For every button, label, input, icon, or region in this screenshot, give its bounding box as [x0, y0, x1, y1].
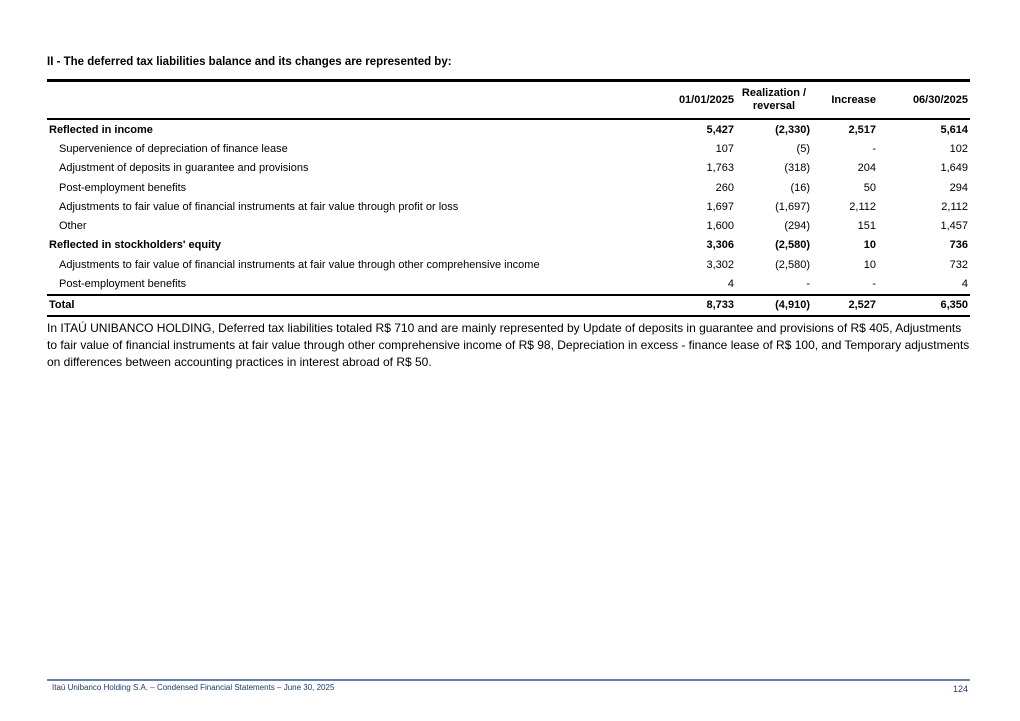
- row-label: Post-employment benefits: [59, 278, 187, 291]
- table-header: 01/01/2025 Realization / reversal Increa…: [47, 80, 970, 120]
- row-value: 10: [863, 258, 876, 271]
- row-value: 6,350: [940, 299, 968, 312]
- header-col: Realization / reversal: [741, 87, 807, 112]
- page-number: 124: [952, 684, 968, 694]
- row-value: 5,614: [940, 123, 968, 136]
- footer-text: Itaú Unibanco Holding S.A. – Condensed F…: [52, 683, 335, 692]
- row-label: Reflected in income: [49, 123, 153, 136]
- header-col: 01/01/2025: [678, 93, 734, 106]
- row-value: 1,457: [940, 220, 968, 233]
- row-value: 2,527: [848, 299, 876, 312]
- row-value: (2,580): [775, 239, 810, 252]
- table-row: Post-employment benefits 4 - - 4: [47, 274, 970, 294]
- row-value: -: [872, 142, 876, 155]
- table-row: Reflected in income 5,427 (2,330) 2,517 5,61…: [47, 119, 970, 139]
- row-value: 2,517: [848, 123, 876, 136]
- header-label: [47, 81, 650, 120]
- header-col: Increase: [831, 93, 876, 106]
- row-value: (2,580): [775, 258, 810, 271]
- row-value: 1,649: [940, 162, 968, 175]
- row-value: 102: [949, 142, 968, 155]
- row-value: 151: [857, 220, 876, 233]
- table-row: Other 1,600 (294) 151 1,457: [47, 216, 970, 235]
- row-value: 736: [949, 239, 968, 252]
- row-value: 1,600: [706, 220, 734, 233]
- table-row: Reflected in stockholders' equity 3,306 (2…: [47, 236, 970, 255]
- row-value: 8,733: [706, 299, 734, 312]
- row-value: 107: [715, 142, 734, 155]
- row-value: 3,306: [706, 239, 734, 252]
- row-value: (16): [790, 181, 810, 194]
- table-row: Post-employment benefits 260 (16) 50 294: [47, 178, 970, 197]
- row-value: 2,112: [849, 200, 876, 213]
- row-value: 260: [715, 181, 734, 194]
- row-value: (294): [784, 220, 810, 233]
- row-value: (5): [796, 142, 810, 155]
- row-label: Total: [49, 299, 75, 312]
- table-row: Adjustments to fair value of financial i…: [47, 255, 970, 274]
- row-value: -: [872, 278, 876, 291]
- table-row: Adjustments to fair value of financial i…: [47, 197, 970, 216]
- table-row: Adjustment of deposits in guarantee and …: [47, 159, 970, 178]
- row-label: Supervenience of depreciation of finance…: [59, 142, 288, 155]
- row-value: 1,697: [706, 200, 734, 213]
- row-label: Reflected in stockholders' equity: [49, 239, 221, 252]
- row-value: 3,302: [706, 258, 734, 271]
- row-value: 50: [863, 181, 876, 194]
- row-label: Other: [59, 220, 87, 233]
- deferred-tax-table: 01/01/2025 Realization / reversal Increa…: [47, 79, 970, 317]
- row-value: 10: [863, 239, 876, 252]
- table-row: Supervenience of depreciation of finance…: [47, 139, 970, 158]
- row-label: Adjustments to fair value of financial i…: [59, 258, 540, 271]
- row-value: 204: [857, 162, 876, 175]
- note-paragraph: In ITAÚ UNIBANCO HOLDING, Deferred tax l…: [47, 321, 970, 369]
- row-value: 294: [949, 181, 968, 194]
- row-value: (1,697): [775, 200, 810, 213]
- row-label: Adjustment of deposits in guarantee and …: [59, 162, 309, 175]
- header-col: 06/30/2025: [912, 93, 968, 106]
- row-value: (2,330): [775, 123, 810, 136]
- table-row: Total 8,733 (4,910) 2,527 6,350: [47, 294, 970, 316]
- row-value: 2,112: [941, 200, 968, 213]
- row-value: 5,427: [706, 123, 734, 136]
- row-value: (4,910): [775, 299, 810, 312]
- row-value: 1,763: [706, 162, 734, 175]
- row-label: Adjustments to fair value of financial i…: [59, 200, 459, 213]
- row-value: 732: [949, 258, 968, 271]
- row-value: (318): [784, 162, 810, 175]
- row-value: 4: [727, 278, 734, 291]
- section-title: II - The deferred tax liabilities balanc…: [47, 56, 452, 68]
- footer-divider: [47, 679, 970, 681]
- row-value: -: [806, 278, 810, 291]
- row-label: Post-employment benefits: [59, 181, 187, 194]
- row-value: 4: [961, 278, 968, 291]
